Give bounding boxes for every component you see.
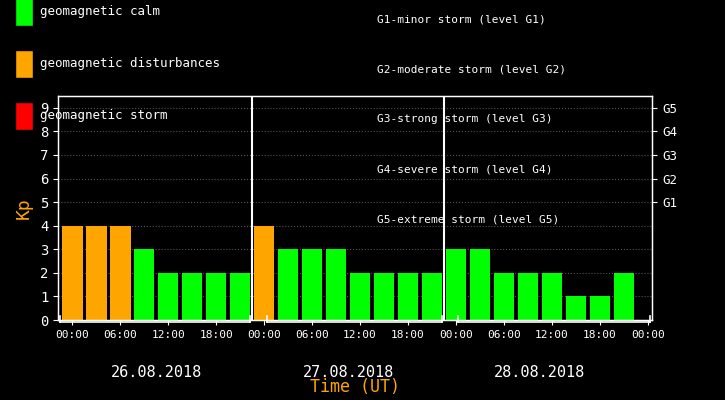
Bar — [254, 226, 274, 320]
Text: 27.08.2018: 27.08.2018 — [302, 365, 394, 380]
Bar — [374, 273, 394, 320]
Bar — [134, 249, 154, 320]
Bar — [542, 273, 562, 320]
Bar — [62, 226, 83, 320]
Bar — [398, 273, 418, 320]
Bar — [86, 226, 107, 320]
Bar — [589, 296, 610, 320]
Bar — [494, 273, 514, 320]
Bar — [182, 273, 202, 320]
Text: G5-extreme storm (level G5): G5-extreme storm (level G5) — [377, 214, 559, 224]
Text: G2-moderate storm (level G2): G2-moderate storm (level G2) — [377, 64, 566, 74]
Y-axis label: Kp: Kp — [15, 197, 33, 219]
Bar — [230, 273, 250, 320]
Text: Time (UT): Time (UT) — [310, 378, 400, 396]
Bar — [566, 296, 586, 320]
Bar — [158, 273, 178, 320]
Text: geomagnetic storm: geomagnetic storm — [40, 110, 167, 122]
Text: geomagnetic calm: geomagnetic calm — [40, 6, 160, 18]
Text: geomagnetic disturbances: geomagnetic disturbances — [40, 58, 220, 70]
Bar — [206, 273, 226, 320]
Bar — [470, 249, 490, 320]
Text: 26.08.2018: 26.08.2018 — [111, 365, 202, 380]
Bar — [326, 249, 347, 320]
Bar — [302, 249, 323, 320]
Text: G1-minor storm (level G1): G1-minor storm (level G1) — [377, 14, 546, 24]
Text: G3-strong storm (level G3): G3-strong storm (level G3) — [377, 114, 552, 124]
Bar — [110, 226, 130, 320]
Text: G4-severe storm (level G4): G4-severe storm (level G4) — [377, 164, 552, 174]
Bar — [278, 249, 298, 320]
Bar — [350, 273, 370, 320]
Bar — [422, 273, 442, 320]
Bar — [518, 273, 538, 320]
Bar — [613, 273, 634, 320]
Text: 28.08.2018: 28.08.2018 — [494, 365, 586, 380]
Bar — [446, 249, 466, 320]
